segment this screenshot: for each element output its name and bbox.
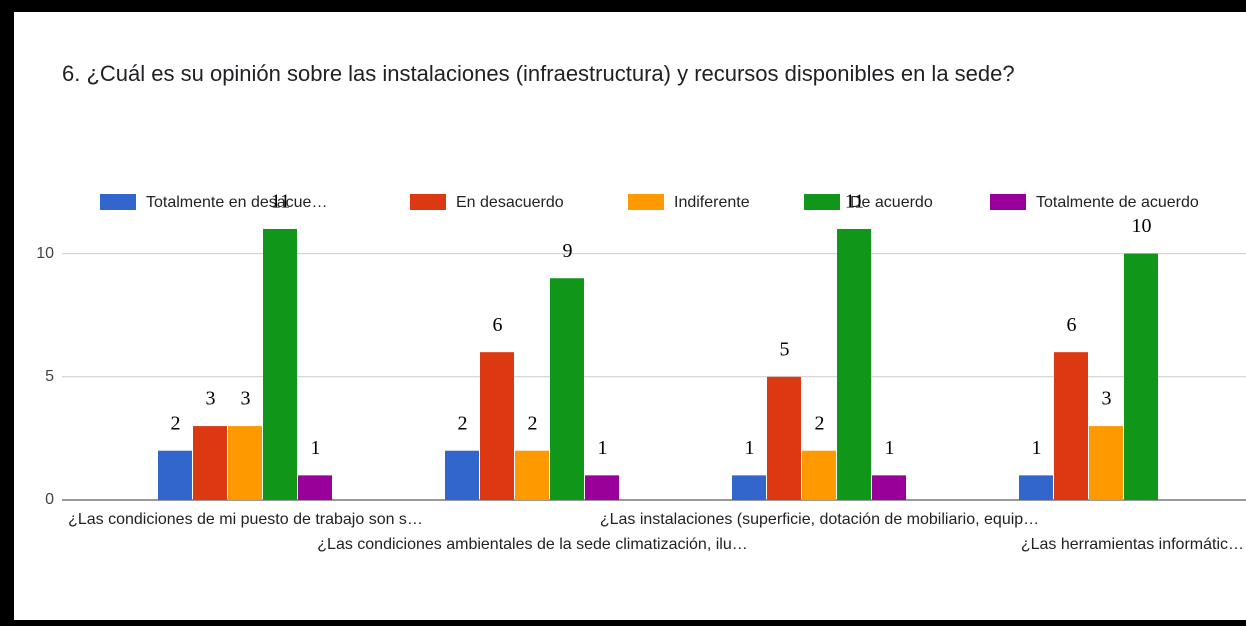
x-tick-label: ¿Las condiciones ambientales de la sede … — [317, 536, 747, 553]
data-label: 2 — [458, 412, 468, 434]
bar — [480, 352, 514, 500]
data-label: 1 — [598, 437, 608, 459]
bar — [1019, 475, 1053, 500]
bar — [298, 475, 332, 500]
data-label: 1 — [311, 437, 321, 459]
chart-title: 6. ¿Cuál es su opinión sobre las instala… — [62, 61, 1015, 86]
bar — [550, 278, 584, 500]
data-label: 9 — [563, 240, 573, 262]
x-tick-label: ¿Las condiciones de mi puesto de trabajo… — [68, 511, 423, 528]
y-tick-label: 5 — [45, 368, 54, 385]
bar — [1124, 253, 1158, 500]
bar — [228, 426, 262, 500]
bar — [1089, 426, 1123, 500]
x-tick-label: ¿Las instalaciones (superficie, dotación… — [600, 511, 1039, 528]
x-tick-label: ¿Las herramientas informátic… — [1021, 536, 1244, 553]
data-label: 3 — [1102, 388, 1112, 410]
bar — [872, 475, 906, 500]
bar — [515, 450, 549, 500]
legend-label: Totalmente de acuerdo — [1036, 194, 1199, 211]
chart: 6. ¿Cuál es su opinión sobre las instala… — [14, 12, 1246, 620]
bar — [732, 475, 766, 500]
data-label: 5 — [780, 338, 790, 360]
data-label: 1 — [745, 437, 755, 459]
legend-swatch — [804, 194, 840, 210]
bar — [1054, 352, 1088, 500]
legend-label: En desacuerdo — [456, 194, 564, 211]
legend-label: Indiferente — [674, 194, 750, 211]
bar — [585, 475, 619, 500]
bar — [193, 426, 227, 500]
data-label: 1 — [885, 437, 895, 459]
bar — [837, 228, 871, 500]
legend-swatch — [100, 194, 136, 210]
legend-swatch — [990, 194, 1026, 210]
legend-label: Totalmente en desacue… — [146, 194, 327, 211]
bar — [802, 450, 836, 500]
data-label: 2 — [528, 412, 538, 434]
data-label: 10 — [1132, 215, 1152, 237]
legend-label: De acuerdo — [850, 194, 933, 211]
data-label: 11 — [845, 191, 864, 213]
data-label: 3 — [241, 388, 251, 410]
data-label: 2 — [171, 412, 181, 434]
data-label: 2 — [815, 412, 825, 434]
legend-swatch — [628, 194, 664, 210]
legend-swatch — [410, 194, 446, 210]
y-tick-label: 0 — [45, 491, 54, 508]
data-label: 6 — [493, 314, 503, 336]
bar — [445, 450, 479, 500]
y-tick-label: 10 — [36, 245, 54, 262]
bar — [158, 450, 192, 500]
data-label: 11 — [271, 191, 290, 213]
data-label: 3 — [206, 388, 216, 410]
bar — [263, 228, 297, 500]
data-label: 1 — [1032, 437, 1042, 459]
bar — [767, 376, 801, 500]
data-label: 6 — [1067, 314, 1077, 336]
